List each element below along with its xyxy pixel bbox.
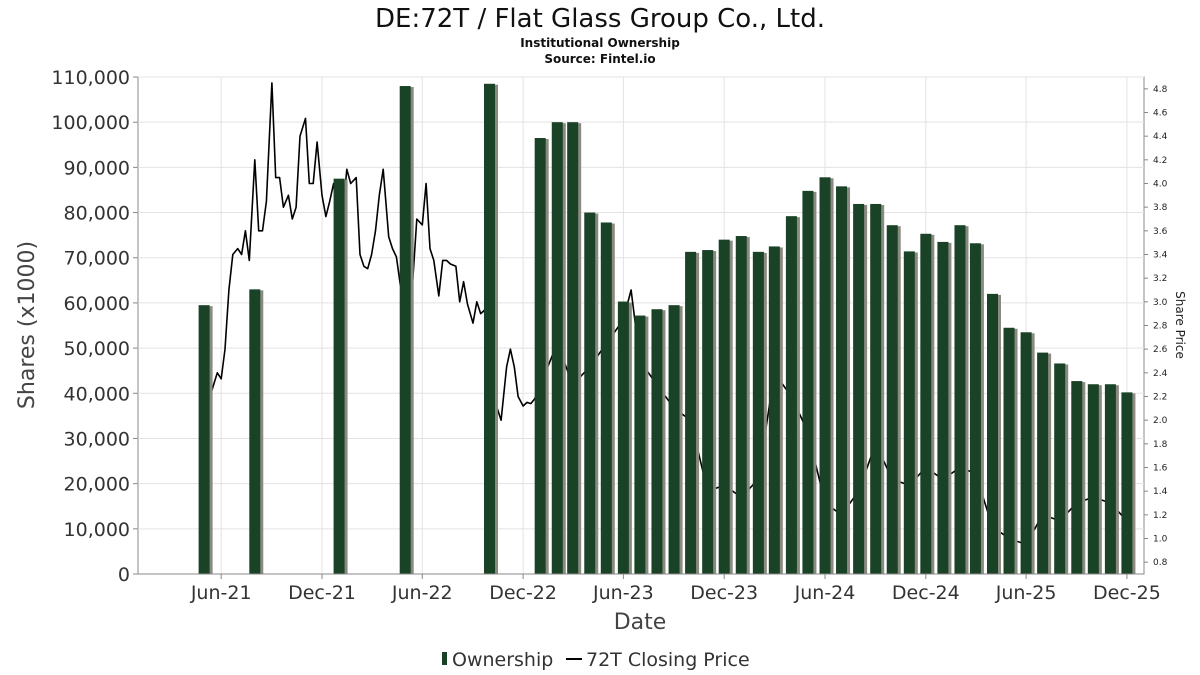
y2-tick-label: 4.8 — [1153, 85, 1168, 95]
y2-tick-label: 3.8 — [1153, 203, 1168, 213]
y2-tick-label: 4.2 — [1153, 156, 1167, 166]
y-tick-label: 70,000 — [64, 248, 130, 270]
ownership-bar — [1121, 392, 1133, 574]
ownership-bar — [685, 251, 697, 574]
y-tick-label: 60,000 — [64, 293, 130, 315]
ownership-bar — [853, 203, 865, 574]
y-tick-label: 100,000 — [51, 112, 130, 134]
ownership-bar — [1037, 352, 1049, 574]
y-axis-label: Shares (x1000) — [15, 241, 40, 409]
ownership-bar — [534, 137, 546, 574]
ownership-bar — [1071, 381, 1083, 574]
ownership-bar — [1054, 363, 1066, 574]
y-tick-label: 20,000 — [64, 474, 130, 496]
y2-tick-label: 2.8 — [1153, 322, 1168, 332]
y2-tick-label: 3.2 — [1153, 274, 1167, 284]
ownership-bar — [1020, 332, 1032, 574]
ownership-bar — [986, 293, 998, 574]
ownership-bar — [785, 216, 797, 574]
ownership-bar — [969, 243, 981, 574]
x-tick-label: Jun-22 — [391, 582, 453, 604]
x-tick-label: Jun-25 — [995, 582, 1057, 604]
y-tick-label: 40,000 — [64, 383, 130, 405]
y2-tick-label: 1.0 — [1153, 535, 1168, 545]
ownership-bar — [954, 225, 966, 575]
y-tick-label: 90,000 — [64, 157, 130, 179]
ownership-bar — [668, 305, 680, 574]
x-tick-label: Dec-25 — [1093, 582, 1161, 604]
y-tick-label: 0 — [118, 564, 130, 586]
ownership-bar — [752, 251, 764, 574]
ownership-bar — [1087, 384, 1099, 574]
y2-tick-label: 1.8 — [1153, 440, 1168, 450]
ownership-bar — [718, 239, 730, 574]
chart-subtitle: Institutional Ownership — [520, 36, 680, 50]
ownership-bar — [617, 301, 629, 574]
y-tick-label: 50,000 — [64, 338, 130, 360]
ownership-bar — [886, 225, 898, 575]
ownership-bar — [249, 289, 261, 574]
ownership-bar — [399, 86, 411, 574]
x-tick-label: Dec-22 — [489, 582, 557, 604]
y2-tick-label: 2.6 — [1153, 345, 1168, 355]
ownership-bar — [198, 305, 210, 574]
chart-title: DE:72T / Flat Glass Group Co., Ltd. — [375, 4, 825, 34]
ownership-bar — [1104, 384, 1116, 574]
ownership-bar — [735, 236, 747, 575]
y2-tick-label: 2.4 — [1153, 369, 1168, 379]
x-tick-label: Dec-21 — [288, 582, 356, 604]
x-tick-label: Dec-24 — [892, 582, 960, 604]
x-axis-label: Date — [614, 610, 667, 635]
legend: Ownership 72T Closing Price — [442, 649, 750, 671]
ownership-bar — [768, 246, 780, 574]
x-tick-label: Jun-21 — [190, 582, 252, 604]
y-tick-label: 80,000 — [64, 203, 130, 225]
y-tick-label: 10,000 — [64, 519, 130, 541]
chart-source: Source: Fintel.io — [544, 52, 655, 66]
ownership-bar — [920, 233, 932, 574]
ownership-bar — [634, 315, 646, 574]
y-tick-label: 30,000 — [64, 428, 130, 450]
y2-axis: 0.8 1.0 1.2 1.4 1.6 1.8 2.0 2.2 2.4 2.6 2.8 3.0 3.2 3… — [1144, 85, 1168, 568]
x-axis: Jun-21 Dec-21 Jun-22 Dec-22 Jun-23 Dec-23 Jun-… — [138, 573, 1161, 604]
ownership-bar — [567, 122, 579, 574]
x-tick-label: Jun-24 — [794, 582, 856, 604]
ownership-bar — [333, 178, 345, 574]
y2-tick-label: 4.4 — [1153, 132, 1168, 142]
ownership-bar — [836, 186, 848, 574]
y2-tick-label: 2.0 — [1153, 416, 1168, 426]
legend-ownership-label: Ownership — [452, 649, 553, 671]
y2-tick-label: 3.6 — [1153, 227, 1168, 237]
y2-axis-label: Share Price — [1173, 291, 1187, 359]
ownership-bar — [651, 309, 663, 574]
ownership-bar — [702, 250, 714, 574]
ownership-bar — [600, 222, 612, 574]
y2-tick-label: 1.2 — [1153, 511, 1167, 521]
y2-tick-label: 0.8 — [1153, 558, 1168, 568]
ownership-bar — [870, 203, 882, 574]
ownership-bar — [551, 122, 563, 574]
ownership-bar — [483, 83, 495, 574]
ownership-bar — [584, 212, 596, 574]
y-tick-label: 110,000 — [51, 67, 130, 89]
ownership-bar — [1003, 327, 1015, 574]
ownership-bar — [903, 251, 915, 574]
y2-tick-label: 1.6 — [1153, 464, 1168, 474]
y2-tick-label: 3.0 — [1153, 298, 1168, 308]
y2-tick-label: 1.4 — [1153, 487, 1168, 497]
y2-tick-label: 3.4 — [1153, 251, 1168, 261]
x-tick-label: Jun-23 — [592, 582, 654, 604]
y-axis: 0 10,000 20,000 30,000 40,000 50,000 60,000 70,… — [51, 67, 138, 586]
y2-tick-label: 4.6 — [1153, 109, 1168, 119]
y2-tick-label: 2.2 — [1153, 393, 1167, 403]
x-tick-label: Dec-23 — [690, 582, 758, 604]
ownership-bar — [819, 177, 831, 574]
ownership-bar — [937, 241, 949, 574]
legend-price-label: 72T Closing Price — [586, 649, 750, 671]
ownership-bar — [802, 190, 814, 574]
legend-ownership-swatch — [442, 652, 447, 665]
y2-tick-label: 4.0 — [1153, 180, 1168, 190]
ownership-bars — [198, 83, 1136, 575]
